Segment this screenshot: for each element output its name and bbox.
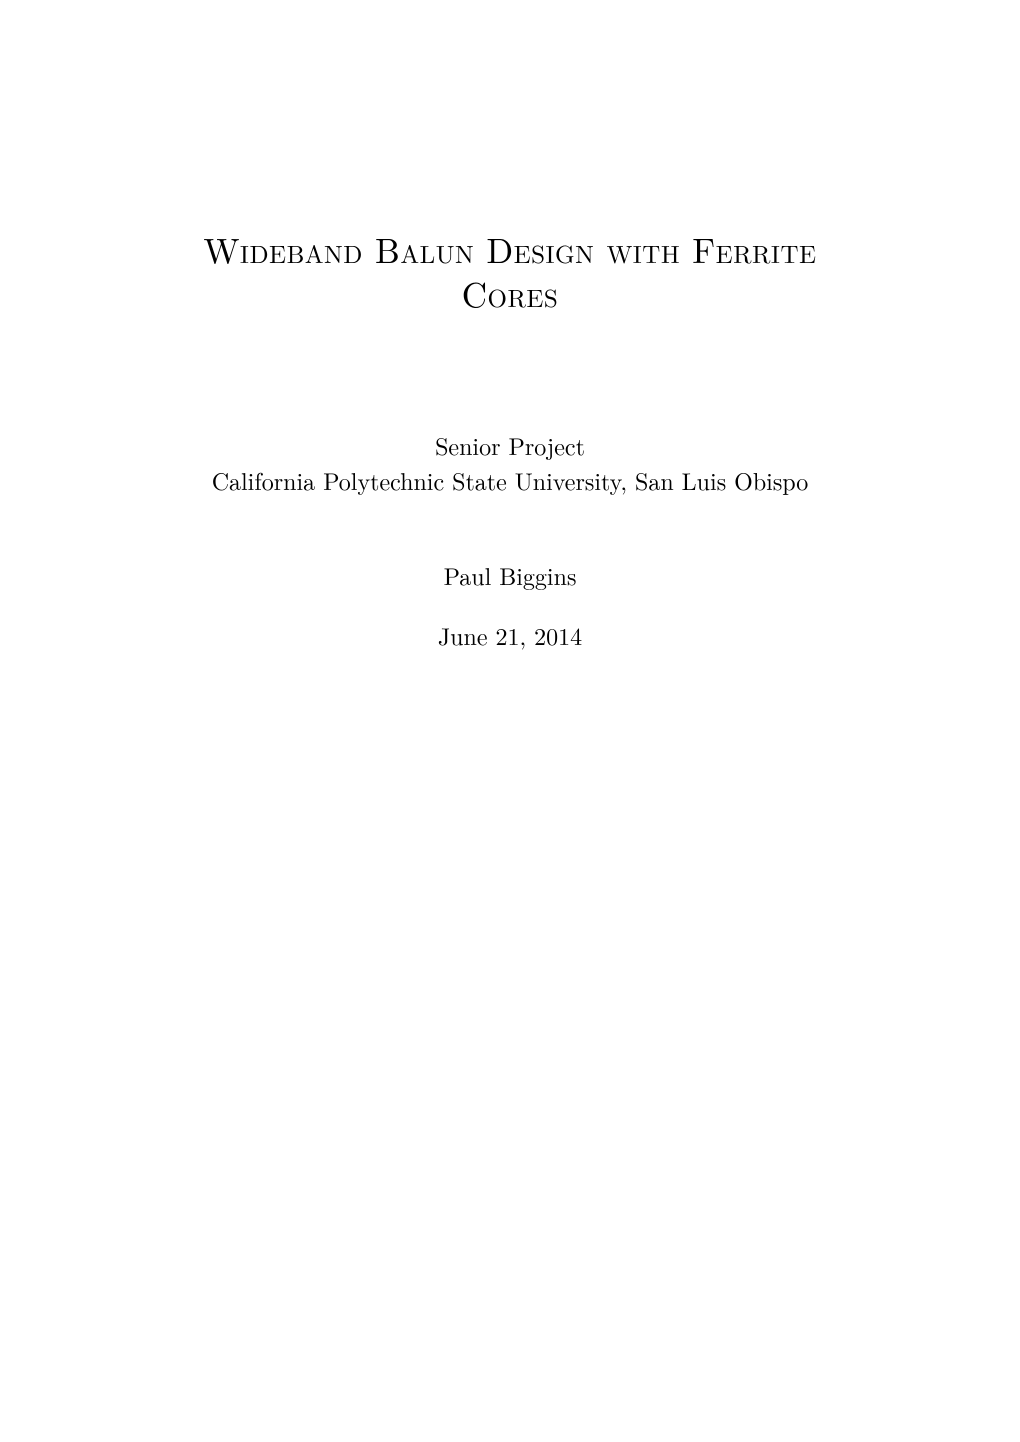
document-subtitle: Senior Project California Polytechnic St… <box>0 428 1020 498</box>
title-page: Wideband Balun Design with Ferrite Cores… <box>0 0 1020 1442</box>
author-name: Paul Biggins <box>444 558 577 592</box>
document-date: June 21, 2014 <box>0 618 1020 652</box>
title-line-1: Wideband Balun Design with Ferrite <box>0 228 1020 272</box>
subtitle-line-2: California Polytechnic State University,… <box>0 463 1020 498</box>
subtitle-line-1: Senior Project <box>0 428 1020 463</box>
document-title: Wideband Balun Design with Ferrite Cores <box>0 228 1020 316</box>
document-author: Paul Biggins <box>0 558 1020 592</box>
title-line-2: Cores <box>0 272 1020 316</box>
date-text: June 21, 2014 <box>438 618 582 652</box>
